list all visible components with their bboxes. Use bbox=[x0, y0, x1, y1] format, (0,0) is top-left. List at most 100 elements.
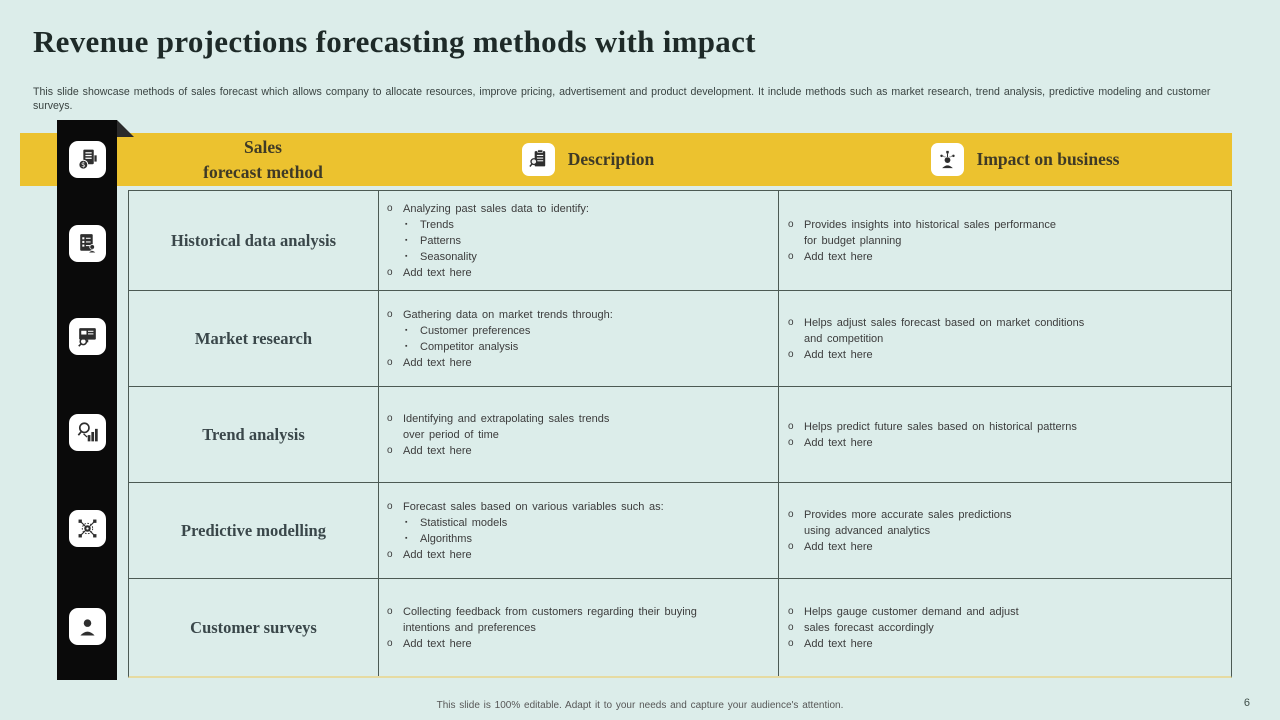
method-cell: Market research bbox=[129, 291, 379, 386]
bullet-marker: o bbox=[387, 605, 393, 617]
add-text-placeholder[interactable]: o Add text here bbox=[387, 443, 774, 459]
add-text-placeholder[interactable]: o Add text here bbox=[788, 539, 1227, 555]
fold-corner bbox=[117, 120, 134, 137]
forecast-table: Historical data analysis o Analyzing past … bbox=[128, 190, 1232, 678]
bullet-marker: ▪ bbox=[405, 518, 408, 526]
bullet-marker: o bbox=[788, 218, 794, 230]
bullet-text: Add text here bbox=[804, 250, 873, 263]
header-description: Description bbox=[378, 133, 798, 186]
bullet-item: o Provides insights into historical sales… bbox=[788, 217, 1227, 249]
table-row: Market research o Gathering data on market… bbox=[129, 291, 1231, 387]
bullet-item: ▪ Algorithms bbox=[405, 531, 774, 547]
add-text-placeholder[interactable]: o Add text here bbox=[788, 435, 1227, 451]
add-text-placeholder[interactable]: o Add text here bbox=[387, 636, 774, 652]
sidebar-icon-box bbox=[69, 608, 106, 645]
header-method: Sales forecast method bbox=[128, 133, 398, 186]
add-text-placeholder[interactable]: o Add text here bbox=[387, 265, 774, 281]
table-row: Predictive modelling o Forecast sales base… bbox=[129, 483, 1231, 579]
bullet-item: ▪ Patterns bbox=[405, 233, 774, 249]
slide-title: Revenue projections forecasting methods … bbox=[33, 24, 756, 59]
bullet-marker: o bbox=[387, 637, 393, 649]
checklist-person-icon bbox=[75, 231, 100, 256]
bullet-item: o Helps adjust sales forecast based on ma… bbox=[788, 315, 1227, 347]
bullet-item: o Gathering data on market trends through… bbox=[387, 307, 774, 323]
bullet-item: ▪ Seasonality bbox=[405, 249, 774, 265]
impact-cell: o Provides insights into historical sales… bbox=[779, 191, 1231, 290]
header-method-label: Sales forecast method bbox=[203, 137, 323, 182]
bullet-text: Add text here bbox=[804, 348, 873, 361]
bullet-marker: ▪ bbox=[405, 326, 408, 334]
bullet-text: Add text here bbox=[403, 266, 472, 279]
add-text-placeholder[interactable]: o Add text here bbox=[387, 355, 774, 371]
bullet-text: Forecast sales based on various variable… bbox=[403, 500, 664, 513]
bullet-marker: o bbox=[788, 348, 794, 360]
bullet-item: o Analyzing past sales data to identify: bbox=[387, 201, 774, 217]
bullet-text: Identifying and extrapolating sales tren… bbox=[403, 412, 610, 441]
method-cell: Predictive modelling bbox=[129, 483, 379, 578]
method-cell: Trend analysis bbox=[129, 387, 379, 482]
bullet-item: ▪ Trends bbox=[405, 217, 774, 233]
bullet-marker: o bbox=[387, 412, 393, 424]
bullet-marker: o bbox=[788, 508, 794, 520]
impact-cell: o Helps gauge customer demand and adjust o… bbox=[779, 579, 1231, 676]
bullet-marker: o bbox=[788, 436, 794, 448]
bullet-marker: ▪ bbox=[405, 220, 408, 228]
sidebar-icon-box bbox=[69, 414, 106, 451]
bullet-text: Helps adjust sales forecast based on mar… bbox=[804, 316, 1085, 345]
add-text-placeholder[interactable]: o Add text here bbox=[788, 347, 1227, 363]
bullet-marker: o bbox=[387, 500, 393, 512]
bullet-text: Algorithms bbox=[420, 532, 472, 545]
bullet-text: Helps gauge customer demand and adjust bbox=[804, 605, 1019, 618]
impact-cell: o Provides more accurate sales prediction… bbox=[779, 483, 1231, 578]
bullet-marker: o bbox=[788, 316, 794, 328]
bullet-marker: ▪ bbox=[405, 534, 408, 542]
description-cell: o Forecast sales based on various variabl… bbox=[379, 483, 779, 578]
bullet-text: Add text here bbox=[403, 548, 472, 561]
add-text-placeholder[interactable]: o Add text here bbox=[788, 249, 1227, 265]
table-header-band: Sales forecast method Description Impact… bbox=[20, 133, 1232, 186]
bullet-item: o sales forecast accordingly bbox=[788, 620, 1227, 636]
bullet-marker: o bbox=[788, 605, 794, 617]
description-cell: o Collecting feedback from customers rega… bbox=[379, 579, 779, 676]
add-text-placeholder[interactable]: o Add text here bbox=[788, 636, 1227, 652]
bullet-item: o Helps predict future sales based on his… bbox=[788, 419, 1227, 435]
bullet-text: Add text here bbox=[804, 540, 873, 553]
bullet-text: Collecting feedback from customers regar… bbox=[403, 605, 697, 634]
table-row: Trend analysis o Identifying and extrapola… bbox=[129, 387, 1231, 483]
bullet-marker: o bbox=[788, 250, 794, 262]
bullet-text: Provides insights into historical sales … bbox=[804, 218, 1056, 247]
gear-network-icon bbox=[75, 516, 100, 541]
bullet-marker: o bbox=[387, 356, 393, 368]
method-cell: Customer surveys bbox=[129, 579, 379, 676]
add-text-placeholder[interactable]: o Add text here bbox=[387, 547, 774, 563]
header-description-label: Description bbox=[567, 149, 655, 170]
bullet-marker: ▪ bbox=[405, 342, 408, 350]
sidebar-icon-box bbox=[69, 510, 106, 547]
bullet-item: o Identifying and extrapolating sales tre… bbox=[387, 411, 774, 443]
bullet-text: sales forecast accordingly bbox=[804, 621, 934, 634]
header-impact-label: Impact on business bbox=[976, 149, 1120, 170]
clipboard-search-icon bbox=[521, 143, 555, 176]
bullet-text: Helps predict future sales based on hist… bbox=[804, 420, 1077, 433]
sidebar-rail bbox=[57, 120, 117, 680]
bullet-item: ▪ Competitor analysis bbox=[405, 339, 774, 355]
description-cell: o Identifying and extrapolating sales tre… bbox=[379, 387, 779, 482]
presentation-search-icon bbox=[75, 324, 100, 349]
description-cell: o Analyzing past sales data to identify: ▪… bbox=[379, 191, 779, 290]
bullet-text: Customer preferences bbox=[420, 324, 531, 337]
impact-cell: o Helps predict future sales based on his… bbox=[779, 387, 1231, 482]
bullet-marker: o bbox=[387, 548, 393, 560]
method-cell: Historical data analysis bbox=[129, 191, 379, 290]
sidebar-icon-box bbox=[69, 318, 106, 355]
bullet-marker: o bbox=[788, 540, 794, 552]
bullet-text: Add text here bbox=[403, 356, 472, 369]
bullet-marker: o bbox=[387, 266, 393, 278]
bullet-marker: o bbox=[788, 637, 794, 649]
bullet-text: Analyzing past sales data to identify: bbox=[403, 202, 589, 215]
search-chart-icon bbox=[75, 420, 100, 445]
bullet-item: o Forecast sales based on various variabl… bbox=[387, 499, 774, 515]
bullet-text: Add text here bbox=[804, 436, 873, 449]
bullet-item: ▪ Statistical models bbox=[405, 515, 774, 531]
table-row: Customer surveys o Collecting feedback fro… bbox=[129, 579, 1231, 676]
